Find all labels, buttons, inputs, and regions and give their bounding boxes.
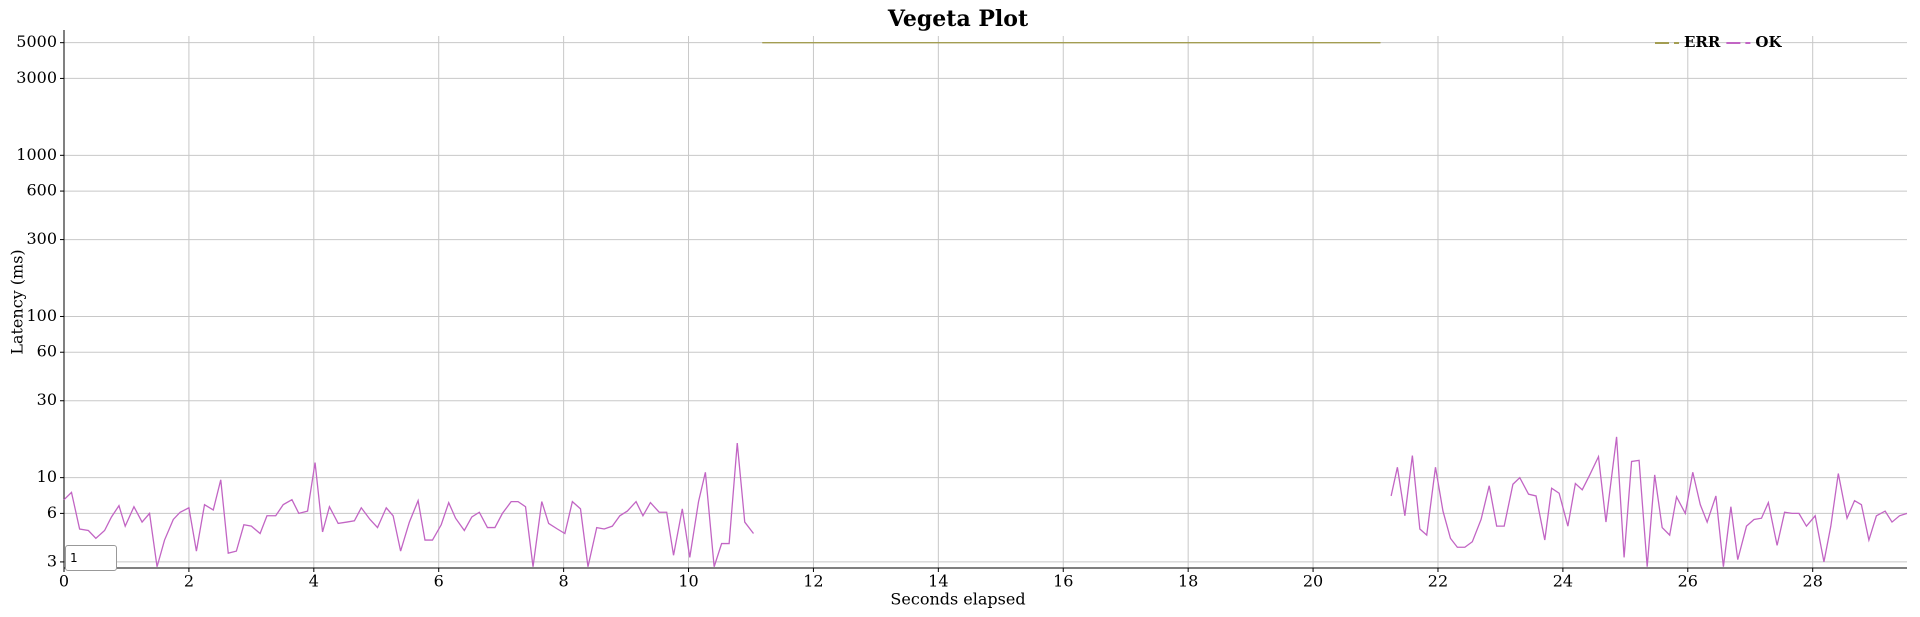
x-tick-label: 14	[928, 572, 948, 591]
y-tick-label: 60	[37, 342, 57, 361]
legend-label: OK	[1755, 33, 1782, 51]
y-tick-label: 600	[26, 181, 57, 200]
x-tick-label: 0	[59, 572, 69, 591]
x-tick-label: 28	[1803, 572, 1823, 591]
legend-item: OK	[1726, 33, 1782, 51]
x-tick-label: 10	[678, 572, 698, 591]
series-line	[63, 436, 1908, 567]
x-tick-label: 16	[1053, 572, 1073, 591]
y-tick-label: 6	[47, 503, 57, 522]
chart-title: Vegeta Plot	[887, 6, 1029, 32]
x-tick-label: 4	[309, 572, 319, 591]
x-tick-label: 18	[1178, 572, 1198, 591]
x-axis-label: Seconds elapsed	[890, 590, 1025, 609]
y-tick-label: 300	[26, 229, 57, 248]
x-tick-label: 6	[434, 572, 444, 591]
y-tick-label: 3000	[16, 68, 57, 87]
y-tick-label: 3	[47, 551, 57, 570]
x-tick-label: 26	[1678, 572, 1698, 591]
x-tick-label: 20	[1303, 572, 1323, 591]
y-tick-label: 5000	[16, 32, 57, 51]
roll-period-input[interactable]	[65, 545, 117, 571]
y-tick-label: 30	[37, 390, 57, 409]
x-tick-label: 24	[1553, 572, 1573, 591]
x-tick-label: 8	[559, 572, 569, 591]
y-axis-label: Latency (ms)	[8, 249, 27, 354]
legend-label: ERR	[1684, 33, 1721, 51]
y-tick-label: 10	[37, 467, 57, 486]
x-tick-label: 2	[184, 572, 194, 591]
legend-item: ERR	[1655, 33, 1721, 51]
y-tick-label: 100	[26, 306, 57, 325]
x-tick-label: 22	[1428, 572, 1448, 591]
x-tick-label: 12	[803, 572, 823, 591]
y-tick-label: 1000	[16, 145, 57, 164]
